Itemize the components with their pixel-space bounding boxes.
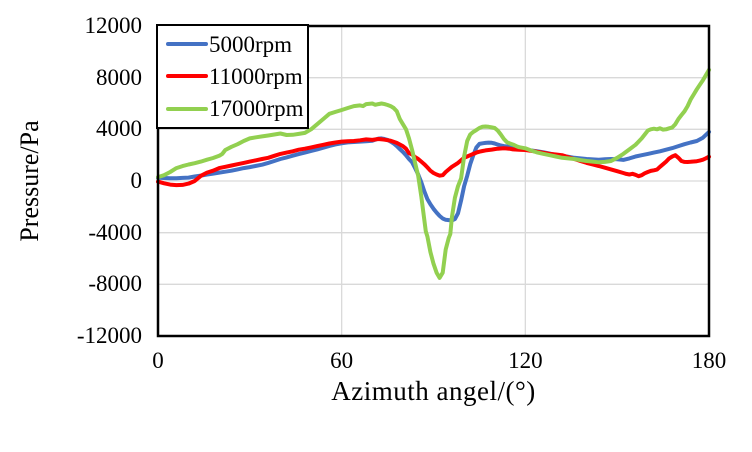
y-tick-label: 0 (130, 168, 143, 193)
legend-label: 5000rpm (209, 31, 293, 57)
y-tick-label: -12000 (76, 323, 142, 348)
x-tick-label: 60 (330, 348, 354, 373)
series-line-11000rpm (156, 137, 711, 188)
y-tick-label: 4000 (96, 116, 142, 142)
x-tick-label: 120 (508, 348, 543, 373)
series-line-5000rpm (156, 129, 711, 223)
x-tick-label: 180 (691, 348, 727, 373)
y-tick-label: 12000 (84, 13, 143, 38)
legend-line-swatch-green (166, 106, 208, 111)
x-axis-title: Azimuth angel/(°) (331, 376, 536, 406)
legend-item-11000rpm: 11000rpm (166, 65, 307, 88)
plot-border (156, 24, 711, 338)
legend: 5000rpm 11000rpm 17000rpm (156, 24, 309, 129)
legend-item-5000rpm: 5000rpm (166, 33, 307, 56)
series-line-17000rpm (156, 67, 711, 280)
y-tick-label: 8000 (96, 64, 142, 90)
legend-item-17000rpm: 17000rpm (166, 97, 307, 120)
legend-label: 17000rpm (209, 96, 304, 122)
y-tick-label: -8000 (88, 271, 142, 297)
plot-area (156, 24, 711, 338)
legend-line-swatch-red (166, 74, 208, 79)
legend-line-swatch-blue (166, 42, 208, 47)
x-tick-label: 0 (152, 348, 164, 373)
y-tick-label: -4000 (88, 219, 142, 245)
legend-label: 11000rpm (209, 63, 303, 89)
